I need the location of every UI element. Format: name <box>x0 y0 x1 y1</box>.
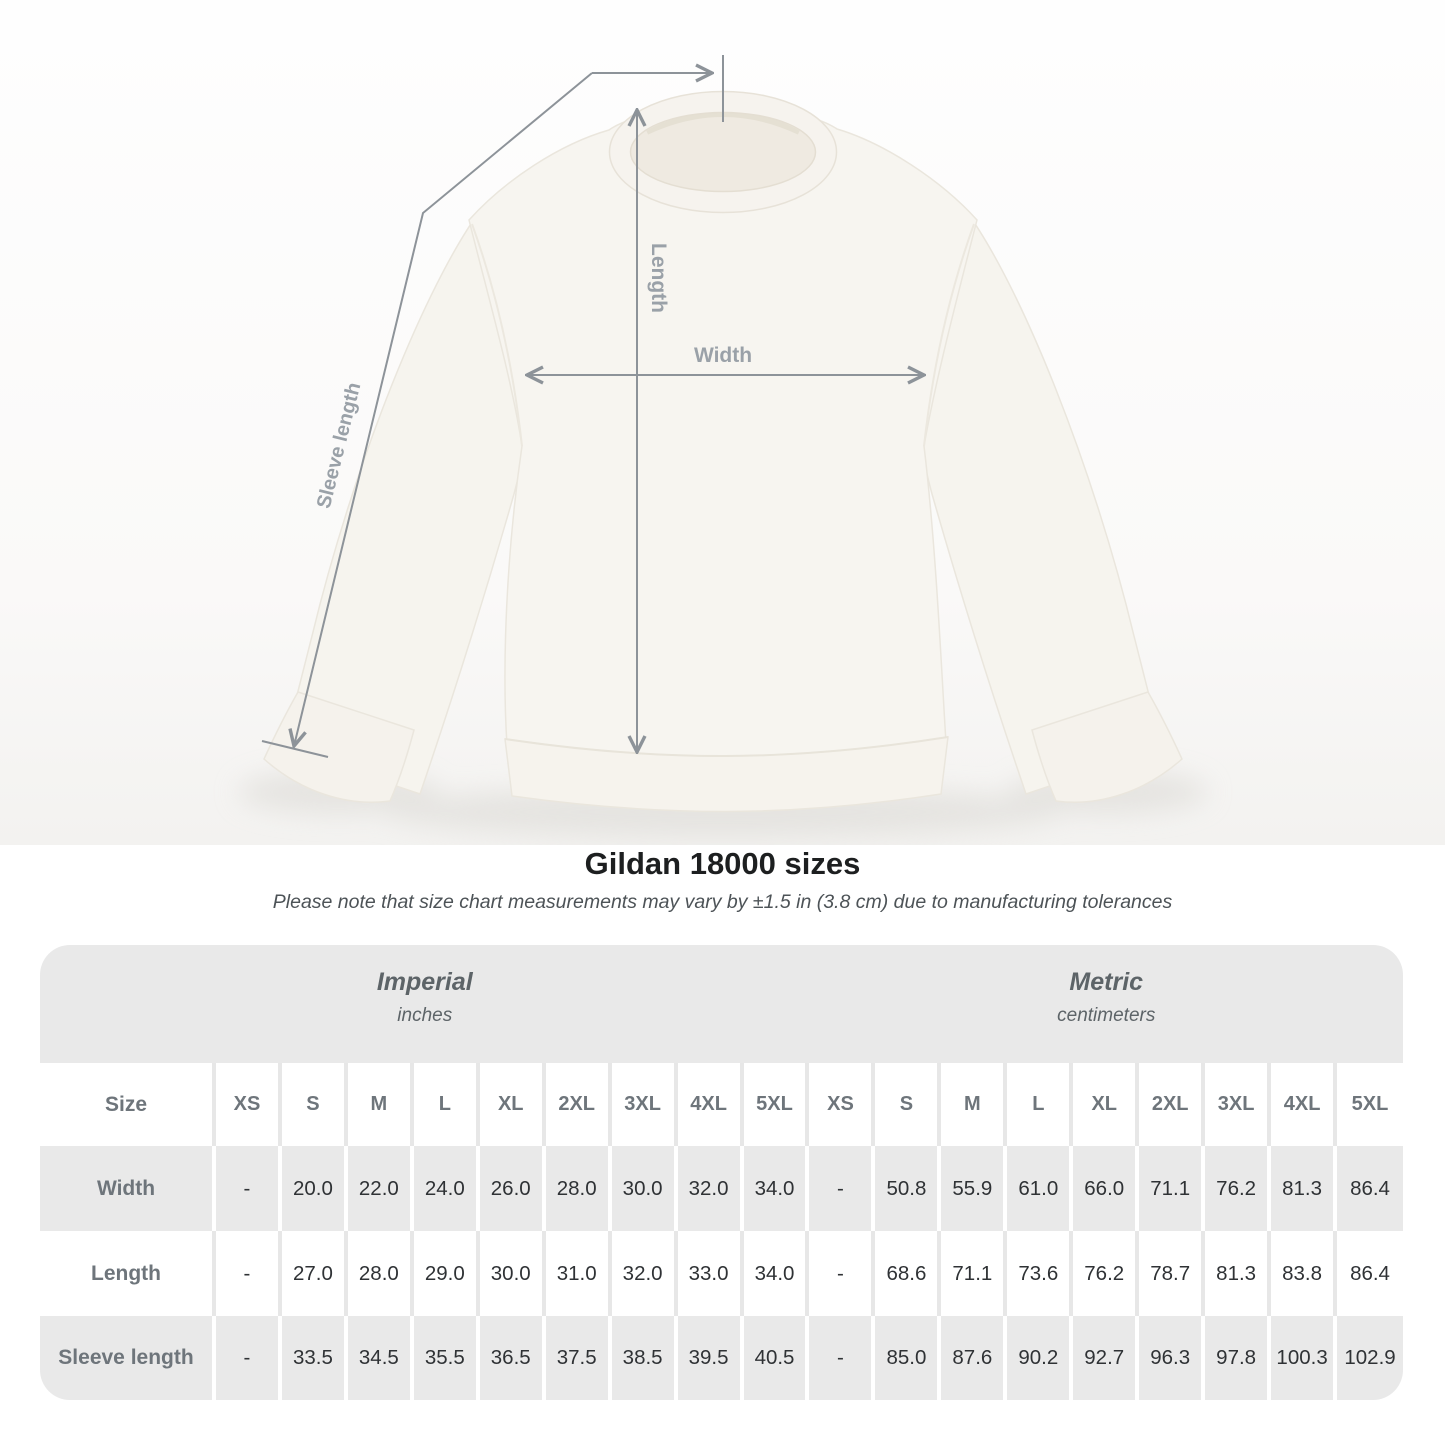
metric-value: 102.9 <box>1337 1316 1403 1400</box>
row-label: Width <box>40 1146 216 1231</box>
metric-value: 81.3 <box>1205 1231 1272 1316</box>
metric-value: 78.7 <box>1139 1231 1206 1316</box>
imperial-value: 30.0 <box>479 1231 546 1316</box>
size-column-header: 3XL <box>611 1063 678 1146</box>
metric-value: 100.3 <box>1271 1316 1338 1400</box>
imperial-value: 29.0 <box>413 1231 480 1316</box>
imperial-value: - <box>216 1316 282 1400</box>
metric-value: 71.1 <box>941 1231 1008 1316</box>
sweatshirt-measurement-diagram: Width Length Sleeve length <box>0 0 1445 845</box>
size-column-header: S <box>281 1063 348 1146</box>
metric-unit: centimeters <box>1057 1005 1156 1026</box>
metric-value: 85.0 <box>875 1316 942 1400</box>
metric-value: 73.6 <box>1007 1231 1074 1316</box>
imperial-value: 32.0 <box>677 1146 744 1231</box>
metric-value: 71.1 <box>1139 1146 1206 1231</box>
imperial-value: 34.0 <box>743 1231 810 1316</box>
metric-value: 86.4 <box>1337 1146 1403 1231</box>
metric-value: 55.9 <box>941 1146 1008 1231</box>
size-column-header: 2XL <box>1139 1063 1206 1146</box>
row-label: Length <box>40 1231 216 1316</box>
metric-value: 90.2 <box>1007 1316 1074 1400</box>
metric-value: - <box>809 1316 876 1400</box>
metric-value: 97.8 <box>1205 1316 1272 1400</box>
sweatshirt <box>263 106 1183 813</box>
size-column-header: 2XL <box>545 1063 612 1146</box>
size-column-header: XL <box>1073 1063 1140 1146</box>
size-column-header: 4XL <box>1271 1063 1338 1146</box>
size-column-header: M <box>347 1063 414 1146</box>
sleeve-dimension-line <box>294 72 593 746</box>
metric-value: 61.0 <box>1007 1146 1074 1231</box>
imperial-value: - <box>216 1231 282 1316</box>
imperial-value: 37.5 <box>545 1316 612 1400</box>
imperial-value: 36.5 <box>479 1316 546 1400</box>
metric-value: 87.6 <box>941 1316 1008 1400</box>
imperial-value: 34.5 <box>347 1316 414 1400</box>
size-column-header: 4XL <box>677 1063 744 1146</box>
size-table: Imperial inches Metric centimeters Size X… <box>40 945 1403 1400</box>
size-column-header: L <box>413 1063 480 1146</box>
size-column-header: M <box>941 1063 1008 1146</box>
imperial-value: 27.0 <box>281 1231 348 1316</box>
metric-value: 68.6 <box>875 1231 942 1316</box>
metric-value: - <box>809 1146 876 1231</box>
imperial-value: 40.5 <box>743 1316 810 1400</box>
size-column-header: S <box>875 1063 942 1146</box>
metric-value: 86.4 <box>1337 1231 1403 1316</box>
size-column-header: XS <box>809 1063 876 1146</box>
metric-value: 76.2 <box>1073 1231 1140 1316</box>
imperial-value: 28.0 <box>545 1146 612 1231</box>
imperial-value: - <box>216 1146 282 1231</box>
metric-value: 81.3 <box>1271 1146 1338 1231</box>
imperial-value: 31.0 <box>545 1231 612 1316</box>
seam-lines <box>471 223 975 757</box>
size-column-header: 5XL <box>1337 1063 1403 1146</box>
length-label: Length <box>647 243 670 313</box>
unit-band: Imperial inches Metric centimeters <box>40 945 1403 1063</box>
size-column-header: XL <box>479 1063 546 1146</box>
size-column-header: 5XL <box>743 1063 810 1146</box>
width-label: Width <box>694 344 752 367</box>
metric-title: Metric <box>1069 968 1144 996</box>
metric-section-header: Metric centimeters <box>810 945 1404 1063</box>
size-header-cell: Size <box>40 1063 216 1146</box>
row-label: Sleeve length <box>40 1316 216 1400</box>
imperial-value: 33.0 <box>677 1231 744 1316</box>
imperial-value: 26.0 <box>479 1146 546 1231</box>
tolerance-note: Please note that size chart measurements… <box>272 891 1173 913</box>
imperial-value: 28.0 <box>347 1231 414 1316</box>
page-title: Gildan 18000 sizes <box>584 846 861 881</box>
imperial-value: 24.0 <box>413 1146 480 1231</box>
imperial-value: 30.0 <box>611 1146 678 1231</box>
imperial-value: 35.5 <box>413 1316 480 1400</box>
imperial-value: 33.5 <box>281 1316 348 1400</box>
metric-value: 66.0 <box>1073 1146 1140 1231</box>
size-column-header: 3XL <box>1205 1063 1272 1146</box>
imperial-value: 22.0 <box>347 1146 414 1231</box>
size-column-header: XS <box>216 1063 282 1146</box>
metric-value: 50.8 <box>875 1146 942 1231</box>
imperial-section-header: Imperial inches <box>40 945 810 1063</box>
neck-opening <box>629 106 817 194</box>
metric-value: 96.3 <box>1139 1316 1206 1400</box>
sleeve-end-tick <box>261 740 329 758</box>
metric-value: - <box>809 1231 876 1316</box>
imperial-unit: inches <box>397 1005 453 1026</box>
imperial-title: Imperial <box>376 968 473 996</box>
imperial-value: 38.5 <box>611 1316 678 1400</box>
imperial-value: 32.0 <box>611 1231 678 1316</box>
imperial-value: 34.0 <box>743 1146 810 1231</box>
size-grid: Size XS S M L XL 2XL 3XL 4XL 5XL XS S M L XL 2XL 3XL 4XL 5… <box>40 1063 1403 1400</box>
imperial-value: 20.0 <box>281 1146 348 1231</box>
size-column-header: L <box>1007 1063 1074 1146</box>
metric-value: 92.7 <box>1073 1316 1140 1400</box>
dimension-lines <box>261 55 924 758</box>
imperial-value: 39.5 <box>677 1316 744 1400</box>
left-cuff <box>263 691 415 803</box>
metric-value: 76.2 <box>1205 1146 1272 1231</box>
metric-value: 83.8 <box>1271 1231 1338 1316</box>
